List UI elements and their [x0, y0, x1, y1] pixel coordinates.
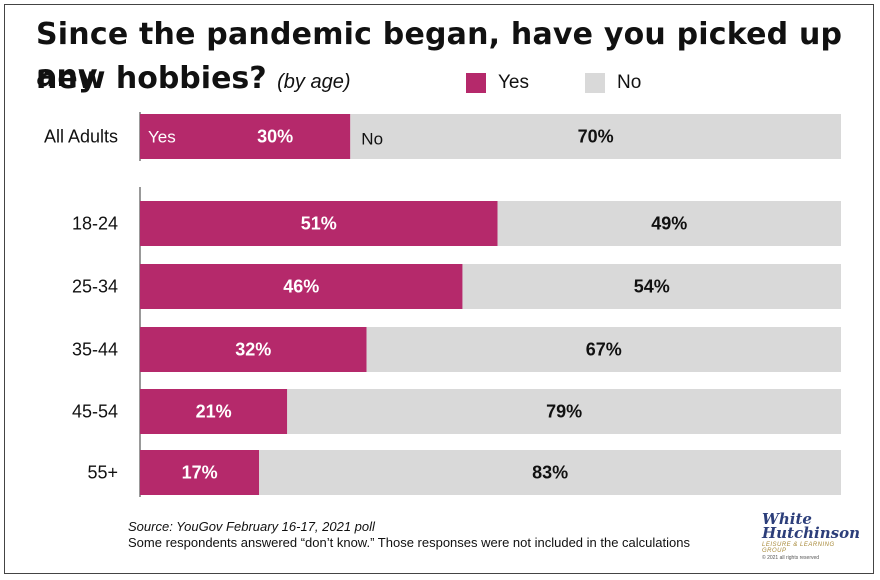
data-label-no-all-adults: 70%	[578, 127, 614, 147]
legend-label-yes: Yes	[498, 72, 529, 93]
bar-yes-55	[140, 450, 260, 495]
chart-subtitle: (by age)	[277, 71, 351, 93]
legend-swatch-yes	[466, 73, 486, 93]
bar-no-all-adults	[350, 114, 841, 159]
data-label-yes-25-34: 46%	[283, 277, 319, 297]
legend-item-yes: Yes	[466, 72, 529, 94]
logo-line-1: White	[762, 510, 812, 528]
legend-item-no: No	[585, 72, 641, 94]
category-label-18-24: 18-24	[72, 214, 118, 234]
category-label-25-34: 25-34	[72, 277, 118, 297]
bar-no-55	[259, 450, 841, 495]
logo-tagline: LEISURE & LEARNING GROUP	[762, 542, 835, 554]
logo-line-2: Hutchinson	[762, 524, 861, 542]
bar-yes-all-adults	[140, 114, 351, 159]
legend-swatch-no	[585, 73, 605, 93]
chart-title-line-2: new hobbies? (by age)	[36, 58, 351, 103]
category-label-35-44: 35-44	[72, 340, 118, 360]
bar-yes-18-24	[140, 201, 498, 246]
data-label-no-55: 83%	[532, 463, 568, 483]
inline-label-yes: Yes	[148, 128, 176, 147]
bar-no-45-54	[287, 389, 842, 434]
category-label-45-54: 45-54	[72, 402, 118, 422]
white-hutchinson-logo: White Hutchinson LEISURE & LEARNING GROU…	[762, 510, 861, 562]
data-label-yes-55: 17%	[182, 463, 218, 483]
dont-know-note: Some respondents answered “don’t know.” …	[128, 535, 690, 550]
title-line-1: Since the pandemic began, have you picke…	[36, 17, 843, 94]
data-label-no-25-34: 54%	[634, 277, 670, 297]
category-label-55: 55+	[87, 463, 118, 483]
data-label-no-35-44: 67%	[586, 340, 622, 360]
bar-yes-35-44	[140, 327, 367, 372]
data-label-yes-all-adults: 30%	[257, 127, 293, 147]
source-note: Source: YouGov February 16-17, 2021 poll	[128, 519, 375, 534]
logo-copyright: © 2021 all rights reserved	[762, 555, 820, 561]
legend-label-no: No	[617, 72, 642, 93]
inline-label-no: No	[361, 130, 383, 149]
data-label-yes-45-54: 21%	[196, 402, 232, 422]
legend: Yes No	[466, 72, 697, 94]
data-label-yes-35-44: 32%	[235, 340, 271, 360]
bar-yes-25-34	[140, 264, 463, 309]
data-label-no-45-54: 79%	[546, 402, 582, 422]
chart-title: Since the pandemic began, have you picke…	[36, 14, 880, 98]
bar-yes-45-54	[140, 389, 288, 434]
bar-no-35-44	[366, 327, 841, 372]
category-label-all-adults: All Adults	[44, 127, 118, 147]
bar-no-18-24	[497, 201, 841, 246]
footer: Source: YouGov February 16-17, 2021 poll…	[128, 519, 690, 551]
data-label-no-18-24: 49%	[651, 214, 687, 234]
title-line-2: new hobbies?	[36, 61, 267, 96]
bar-no-25-34	[462, 264, 841, 309]
data-label-yes-18-24: 51%	[301, 214, 337, 234]
